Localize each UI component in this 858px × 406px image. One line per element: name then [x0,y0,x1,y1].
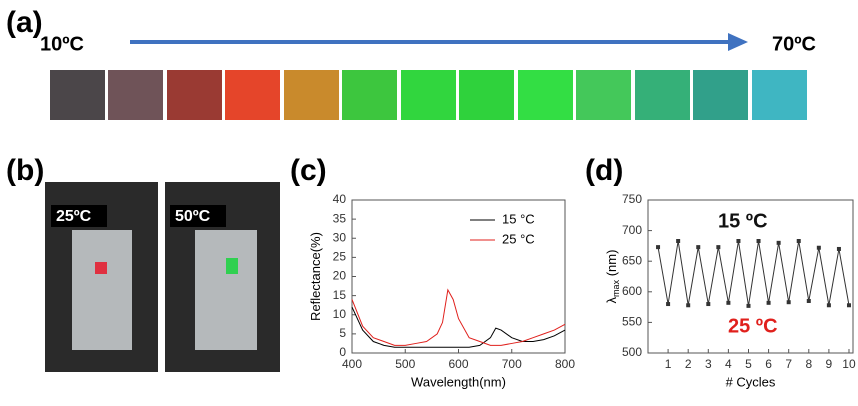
end-temp: 70ºC [772,33,816,55]
red-spot [95,262,107,274]
annotation: 15 ºC [718,210,768,232]
x-tick-label: 9 [826,357,833,371]
x-tick-label: 600 [448,357,468,371]
swatch [459,70,514,120]
y-tick-label: 20 [333,269,347,283]
y-tick-label: 600 [622,284,642,298]
marker [827,303,831,307]
x-tick-label: 8 [805,357,812,371]
y-tick-label: 700 [622,223,642,237]
photo-label: 25ºC [56,208,92,225]
swatch [284,70,339,120]
series-line [658,241,849,306]
x-tick-label: 700 [502,357,522,371]
y-tick-label: 5 [339,326,346,340]
marker [777,241,781,245]
swatch [401,70,456,120]
swatch [635,70,690,120]
legend-label: 15 °C [502,211,535,226]
x-axis-label: # Cycles [726,374,776,389]
x-tick-label: 3 [705,357,712,371]
swatch [225,70,280,120]
panel-label: (c) [290,154,327,187]
panel-label: (d) [585,154,623,187]
marker [767,301,771,305]
x-tick-label: 2 [685,357,692,371]
marker [656,245,660,249]
y-axis-label: Reflectance(%) [308,232,323,321]
x-axis-label: Wavelength(nm) [411,374,506,389]
x-tick-label: 400 [342,357,362,371]
x-tick-label: 1 [665,357,672,371]
y-axis-label-sub: max [611,279,621,297]
marker [797,239,801,243]
x-tick-label: 10 [842,357,856,371]
y-tick-label: 650 [622,253,642,267]
y-axis-label-main: Reflectance(%) [308,232,323,321]
annotation: 25 ºC [728,315,778,337]
marker [726,301,730,305]
panel-label: (a) [6,6,43,39]
swatch [50,70,105,120]
marker [676,239,680,243]
panel-label: (b) [6,154,44,187]
x-tick-label: 5 [745,357,752,371]
x-tick-label: 7 [785,357,792,371]
marker [847,303,851,307]
series-line [352,290,565,345]
marker [787,300,791,304]
swatch [752,70,807,120]
arrow-head [728,33,748,51]
y-tick-label: 750 [622,192,642,206]
legend-label: 25 °C [502,231,535,246]
start-temp: 10ºC [40,33,84,55]
y-tick-label: 550 [622,315,642,329]
x-tick-label: 6 [765,357,772,371]
y-axis-label: λmax (nm) [604,250,621,304]
y-tick-label: 25 [333,250,347,264]
x-tick-label: 4 [725,357,732,371]
marker [807,299,811,303]
marker [817,246,821,250]
y-tick-label: 40 [333,192,347,206]
photo-label: 50ºC [175,208,211,225]
marker [757,239,761,243]
x-tick-label: 500 [395,357,415,371]
swatch [518,70,573,120]
y-tick-label: 30 [333,230,347,244]
y-tick-label: 500 [622,345,642,359]
marker [666,302,670,306]
y-tick-label: 35 [333,211,347,225]
x-tick-label: 800 [555,357,575,371]
y-tick-label: 10 [333,307,347,321]
swatch [576,70,631,120]
marker [746,304,750,308]
y-axis-label-unit: (nm) [604,250,619,280]
swatch [108,70,163,120]
marker [686,303,690,307]
swatches [50,70,807,120]
marker [696,245,700,249]
swatch [342,70,397,120]
marker [716,245,720,249]
marker [736,239,740,243]
marker [706,302,710,306]
film [195,230,257,350]
swatch [693,70,748,120]
green-spot [226,258,238,274]
y-tick-label: 15 [333,288,347,302]
marker [837,247,841,251]
swatch [167,70,222,120]
film [72,230,132,350]
